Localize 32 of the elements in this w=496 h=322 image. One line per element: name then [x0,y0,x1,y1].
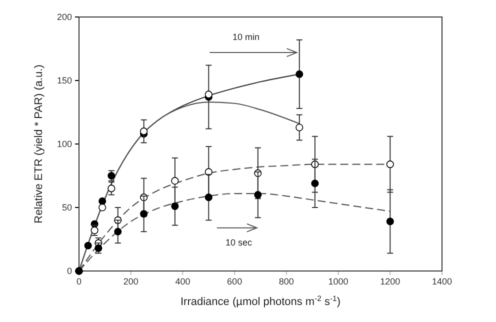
point [140,128,148,136]
point [386,218,394,226]
x-tick-label: 200 [123,276,138,286]
point [204,194,212,202]
y-tick-label: 100 [56,138,72,149]
y-tick-label: 150 [56,75,72,86]
annotation: 10 sec [225,238,252,248]
x-tick-label: 1000 [328,276,348,286]
point [84,242,92,250]
annotation: 10 min [232,32,260,42]
x-tick-label: 400 [175,276,190,286]
point [386,160,394,168]
point [94,244,102,252]
y-axis-title: Relative ETR (yield * PAR) (a.u.) [33,64,45,224]
y-tick-label: 200 [56,12,72,22]
point [204,90,212,98]
point [311,180,319,188]
x-tick-label: 1400 [432,276,452,286]
point [296,124,304,132]
x-tick-label: 0 [76,276,82,286]
point [114,228,122,236]
x-axis-title: Irradiance (µmol photons m$^{-2}$ s$^{-1}$) [180,294,341,308]
y-tick-label: 0 [66,266,72,276]
y-tick-label: 50 [62,202,72,212]
x-tick-label: 800 [278,276,294,286]
point [171,177,179,185]
point [108,184,116,192]
x-tick-label: 600 [227,276,242,286]
x-tick-label: 1200 [380,276,400,286]
point [98,197,106,205]
point [296,70,304,78]
point [98,204,106,212]
